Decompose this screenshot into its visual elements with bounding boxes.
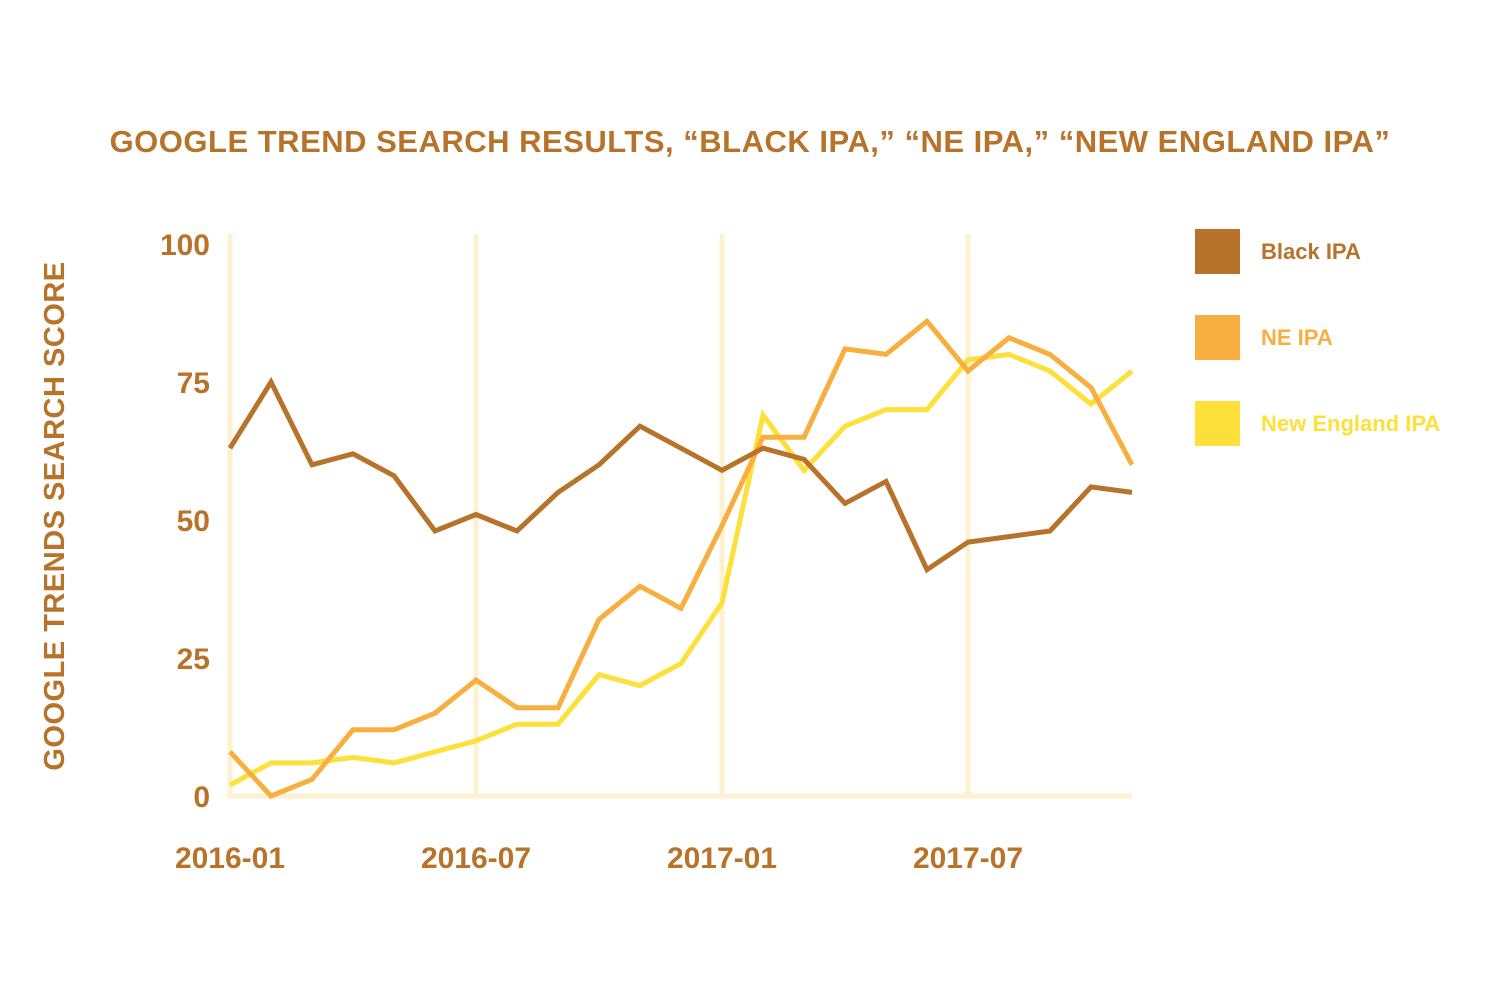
legend: Black IPA NE IPA New England IPA (1195, 229, 1440, 446)
grid (227, 234, 1132, 799)
legend-label: New England IPA (1261, 411, 1440, 436)
series-lines (227, 317, 1135, 799)
series-line-new-england-ipa (228, 351, 1134, 788)
legend-swatch (1195, 401, 1240, 446)
chart-title: GOOGLE TREND SEARCH RESULTS, “BLACK IPA,… (110, 124, 1391, 159)
x-tick-label: 2016-07 (421, 842, 531, 875)
legend-swatch (1195, 315, 1240, 360)
legend-label: NE IPA (1261, 325, 1333, 350)
series-line-ne-ipa (228, 317, 1135, 799)
y-axis-label: GOOGLE TRENDS SEARCH SCORE (39, 261, 71, 770)
y-ticks: 0 25 50 75 100 (160, 229, 210, 814)
x-tick-label: 2017-07 (913, 842, 1023, 875)
legend-swatch (1195, 229, 1240, 274)
x-ticks: 2016-01 2016-07 2017-01 2017-07 (175, 842, 1023, 875)
y-tick-label: 50 (177, 505, 210, 538)
y-tick-label: 0 (193, 781, 210, 814)
series-line-black-ipa (227, 376, 1133, 574)
y-tick-label: 100 (160, 229, 210, 262)
y-tick-label: 75 (177, 367, 210, 400)
x-tick-label: 2016-01 (175, 842, 285, 875)
legend-label: Black IPA (1261, 239, 1361, 264)
x-tick-label: 2017-01 (667, 842, 777, 875)
y-tick-label: 25 (177, 643, 210, 676)
